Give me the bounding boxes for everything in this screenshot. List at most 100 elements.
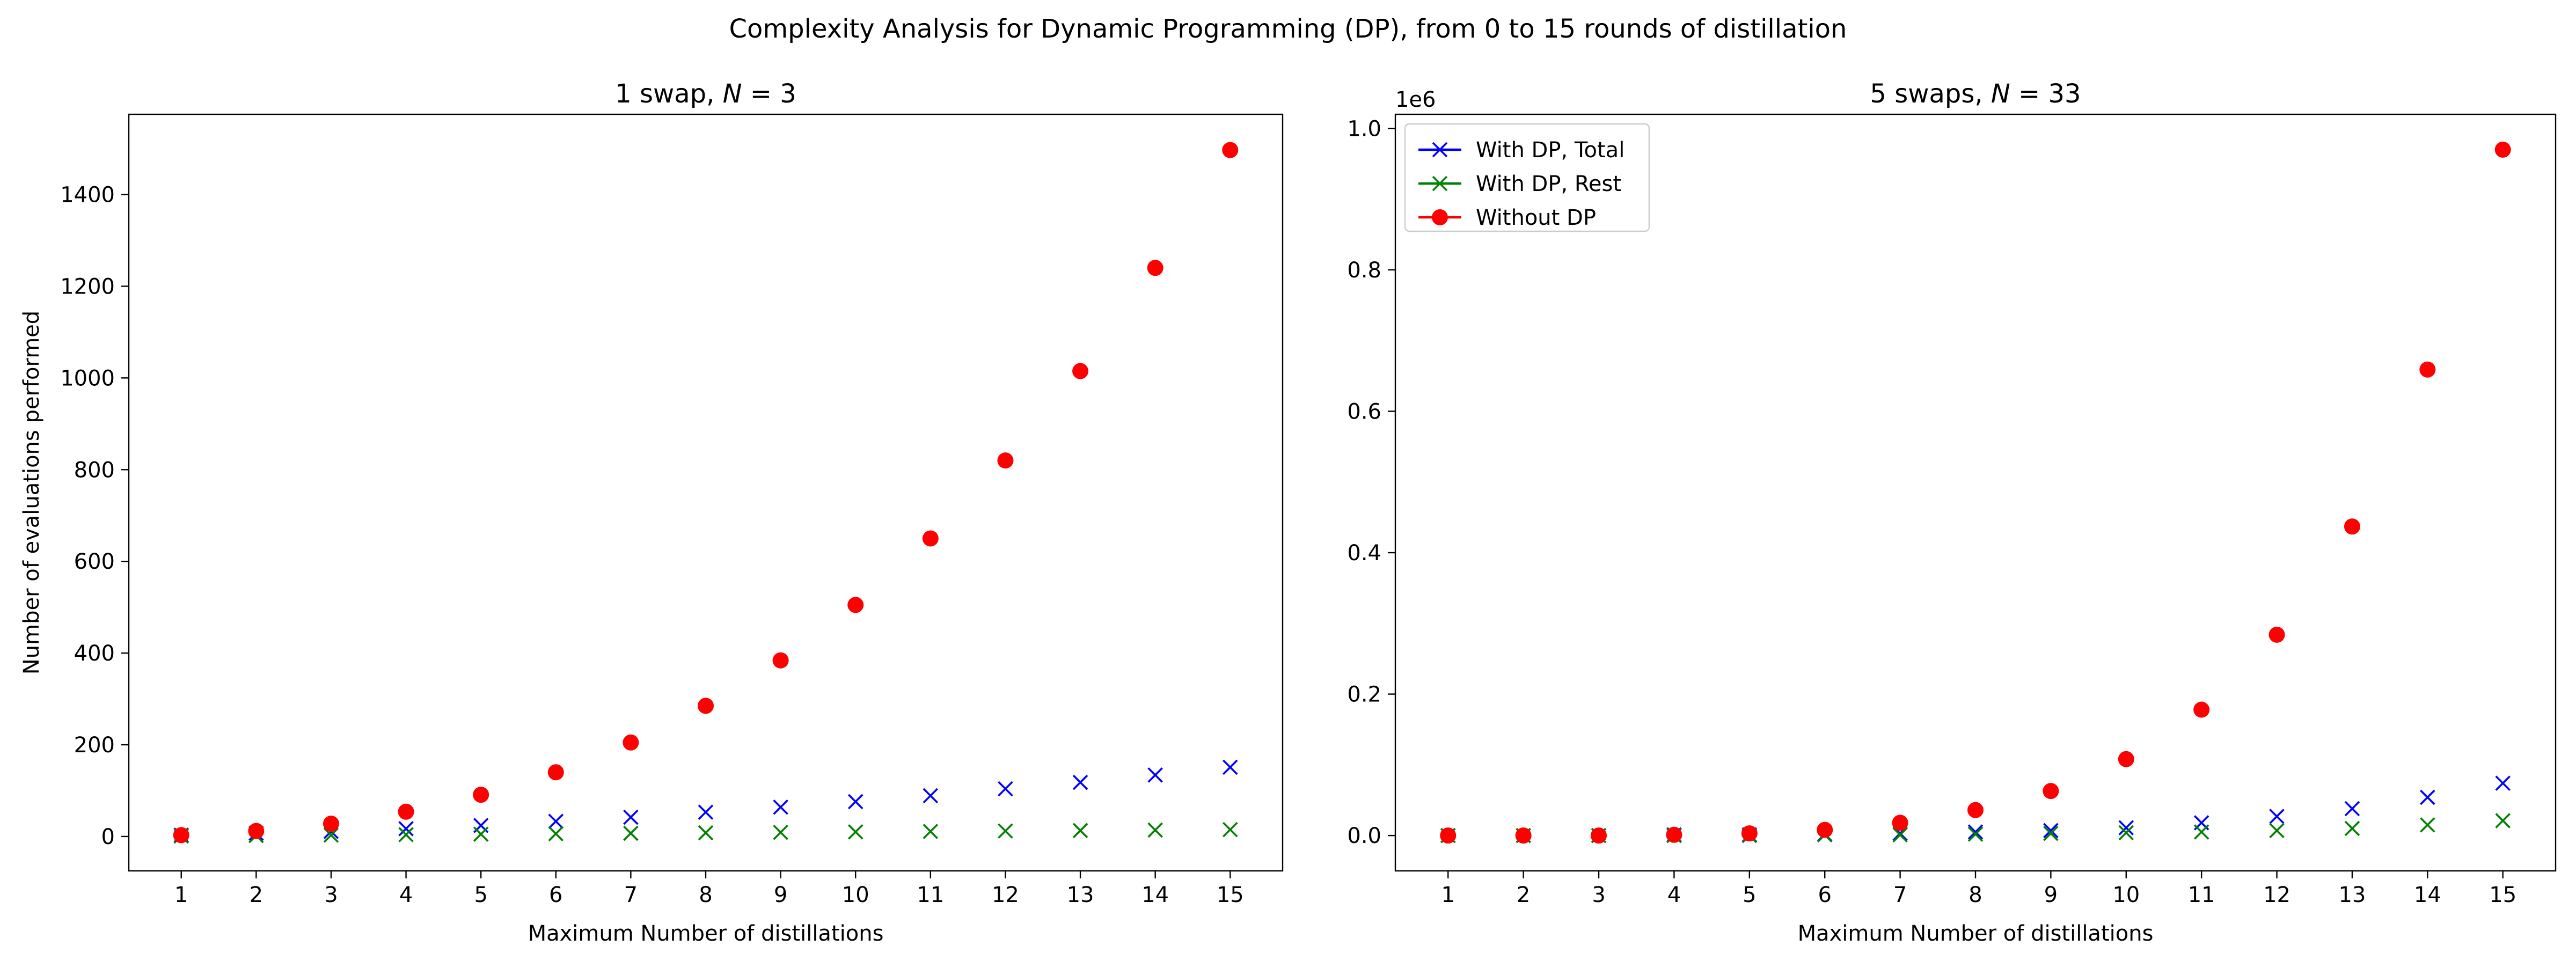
x-tick-label: 10 [2112,883,2140,907]
data-point [847,597,864,613]
marker-stroke [1222,759,1238,775]
x-tick-label: 2 [1517,883,1530,907]
data-point [1222,822,1238,838]
data-point [923,824,939,839]
data-point [1147,260,1163,276]
marker-stroke [2420,789,2435,805]
data-point [923,788,939,804]
data-point [847,794,863,810]
x-tick-label: 5 [474,883,487,907]
x-tick-label: 11 [917,883,944,907]
data-point [1147,767,1163,783]
legend-marker [1432,209,1448,225]
data-point [2043,825,2059,841]
data-point [1515,827,1532,844]
data-point [1892,827,1908,843]
legend-frame [1404,123,1650,232]
marker-stroke [698,804,714,820]
y-tick-label: 1200 [60,274,115,299]
marker-stroke [473,826,489,842]
x-tick-label: 10 [842,883,869,907]
x-tick-label: 6 [1818,883,1831,907]
data-point [2193,701,2210,718]
data-point [1147,822,1163,838]
marker-stroke [773,824,788,840]
legend-marker [1432,142,1448,158]
data-point [548,826,564,842]
marker-stroke [1072,823,1088,839]
subplot-title-prefix: 1 swap, [615,79,722,109]
marker-stroke [698,825,714,841]
data-point [1892,815,1908,831]
x-tick-label: 15 [1217,883,1244,907]
data-point [1440,827,1457,844]
data-point [1666,826,1682,843]
data-point [173,827,189,844]
marker-stroke [2495,775,2511,791]
data-point [2118,751,2134,767]
data-point [922,530,939,547]
data-point [473,787,489,803]
data-point [2269,823,2285,839]
x-tick-label: 1 [1441,883,1455,907]
subplot-one-swap: 1 swap, N = 31 2 3 4 5 6 7 8 9 10 11 12 13 14 15020040… [19,79,1284,946]
data-point [1967,826,1984,842]
series-without-dp [1440,141,2511,844]
x-tick-label: 14 [2414,883,2441,907]
data-point [1967,802,1984,818]
data-point [997,452,1014,469]
data-point [1591,827,1607,844]
marker-stroke [548,826,564,842]
x-tick-label: 4 [399,883,413,907]
marker-stroke [2495,813,2511,828]
x-tick-label: 15 [2489,883,2516,907]
data-point [2193,824,2209,840]
legend-entry: Without DP [1418,206,1596,230]
marker-stroke [623,809,639,825]
data-point [2043,783,2059,800]
data-point [1072,774,1088,790]
x-tick-label: 8 [699,883,712,907]
marker-stroke [847,824,863,840]
legend: With DP, Total With DP, Rest Without DP [1404,123,1650,232]
data-point [1072,823,1088,839]
data-point [623,809,639,825]
data-point [773,824,788,840]
data-point [2495,775,2511,791]
data-point [2043,823,2059,839]
x-axis-label: Maximum Number of distillations [528,921,884,946]
x-tick-label: 12 [2263,883,2290,907]
data-point [623,825,639,841]
data-point [2420,817,2435,833]
y-tick-label: 1400 [60,183,115,208]
y-tick-label: 0.2 [1347,683,1381,707]
marker-stroke [2269,823,2285,839]
data-point [772,652,789,669]
data-point [1222,759,1238,775]
data-point [2419,361,2436,378]
x-tick-label: 13 [2338,883,2366,907]
data-point [398,821,414,837]
data-point [998,823,1013,839]
marker-stroke [1892,827,1908,843]
data-point [1967,824,1984,840]
marker-stroke [2193,824,2209,840]
y-tick-label: 600 [74,549,115,574]
x-tick-label: 13 [1067,883,1094,907]
data-point [1072,363,1089,379]
y-tick-label: 0.4 [1347,541,1381,566]
marker-stroke [1967,824,1984,840]
data-point [998,781,1013,797]
y-tick-label: 800 [74,458,115,482]
x-axis-label: Maximum Number of distillations [1798,921,2154,946]
subplot-title-variable: N [723,79,742,109]
subplot-title-suffix: = 33 [2010,79,2081,109]
legend-marker [1432,175,1448,192]
y-tick-label: 1.0 [1347,116,1381,141]
marker-stroke [548,813,564,829]
legend-entry: With DP, Rest [1418,172,1621,196]
data-point [2118,825,2134,841]
data-point [847,824,863,840]
